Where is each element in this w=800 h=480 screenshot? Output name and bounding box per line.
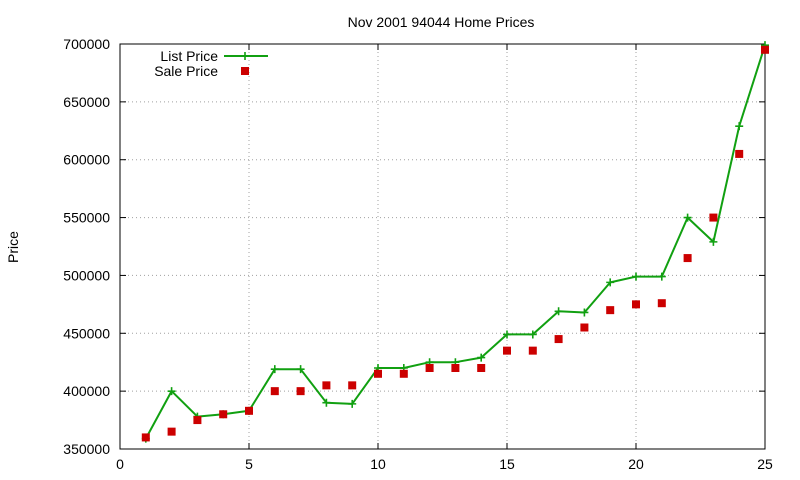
- y-tick-label: 650000: [63, 94, 110, 110]
- sale-price-point: [141, 433, 150, 442]
- sale-price-point: [580, 323, 589, 332]
- list-price-point: [632, 272, 640, 281]
- sale-price-point: [425, 364, 434, 372]
- sale-price-point: [193, 416, 202, 425]
- x-tick-label: 0: [116, 456, 124, 472]
- grid-lines: [120, 44, 765, 449]
- list-price-point: [270, 365, 279, 374]
- sale-price-point: [245, 406, 253, 415]
- y-tick-label: 350000: [63, 441, 110, 457]
- sale-price-point: [296, 387, 305, 396]
- list-price-point: [580, 308, 589, 317]
- list-price-point: [296, 365, 305, 374]
- list-price-point: [348, 399, 357, 408]
- sale-price-point: [503, 346, 511, 355]
- sale-price-point: [632, 300, 640, 309]
- x-tick-label: 5: [245, 456, 253, 472]
- sale-price-point: [528, 346, 537, 355]
- list-price-point: [322, 398, 331, 407]
- chart-title: Nov 2001 94044 Home Prices: [348, 14, 535, 30]
- y-tick-label: 400000: [63, 383, 110, 399]
- x-tick-label: 15: [499, 456, 515, 472]
- list-price-point: [528, 330, 537, 339]
- y-tick-labels: 350000 400000 450000 500000 550000 600000 6500…: [63, 36, 110, 457]
- sale-price-point: [399, 369, 408, 378]
- list-price-point: [683, 213, 692, 222]
- sale-price-point: [735, 149, 744, 158]
- list-price-point: [709, 237, 718, 246]
- list-price-point: [606, 278, 615, 287]
- list-price-point: [735, 122, 744, 131]
- sale-price-point: [477, 364, 486, 372]
- list-price-point: [477, 353, 486, 362]
- y-axis-label: Price: [5, 231, 21, 263]
- sale-price-point: [451, 364, 460, 372]
- sale-price-point: [606, 306, 615, 315]
- sale-price-point: [709, 213, 718, 222]
- list-price-point: [657, 272, 666, 281]
- x-tick-label: 25: [757, 456, 773, 472]
- sale-price-point: [167, 427, 176, 436]
- list-price-point: [167, 387, 176, 396]
- list-price-line: [144, 44, 766, 440]
- plot-frame: [119, 43, 766, 450]
- sale-price-point: [554, 335, 563, 344]
- x-tick-label: 20: [628, 456, 644, 472]
- y-tick-label: 600000: [63, 152, 110, 168]
- sale-price-point: [683, 254, 692, 263]
- y-tick-label: 700000: [63, 36, 110, 52]
- x-tick-label: 10: [370, 456, 386, 472]
- sale-price-point: [322, 381, 331, 390]
- legend-label-list-price: List Price: [160, 48, 218, 64]
- sale-price-point: [374, 369, 382, 378]
- sale-price-point: [657, 299, 666, 308]
- legend-label-sale-price: Sale Price: [154, 63, 218, 79]
- x-tick-labels: 0 5 10 15 20 25: [116, 456, 773, 472]
- list-price-point: [503, 330, 511, 339]
- y-tick-label: 550000: [63, 210, 110, 226]
- legend-marker-sale-price: [241, 67, 249, 75]
- legend-marker-list-price: [241, 52, 249, 60]
- axes: [119, 43, 766, 450]
- sale-price-point: [270, 387, 279, 396]
- sale-price-point: [761, 45, 769, 54]
- series: [141, 41, 769, 443]
- sale-price-point: [219, 410, 228, 419]
- list-price-point: [554, 307, 563, 316]
- y-tick-label: 450000: [63, 325, 110, 341]
- y-tick-label: 500000: [63, 267, 110, 283]
- sale-price-point: [348, 381, 357, 390]
- legend: List Price Sale Price: [154, 48, 268, 79]
